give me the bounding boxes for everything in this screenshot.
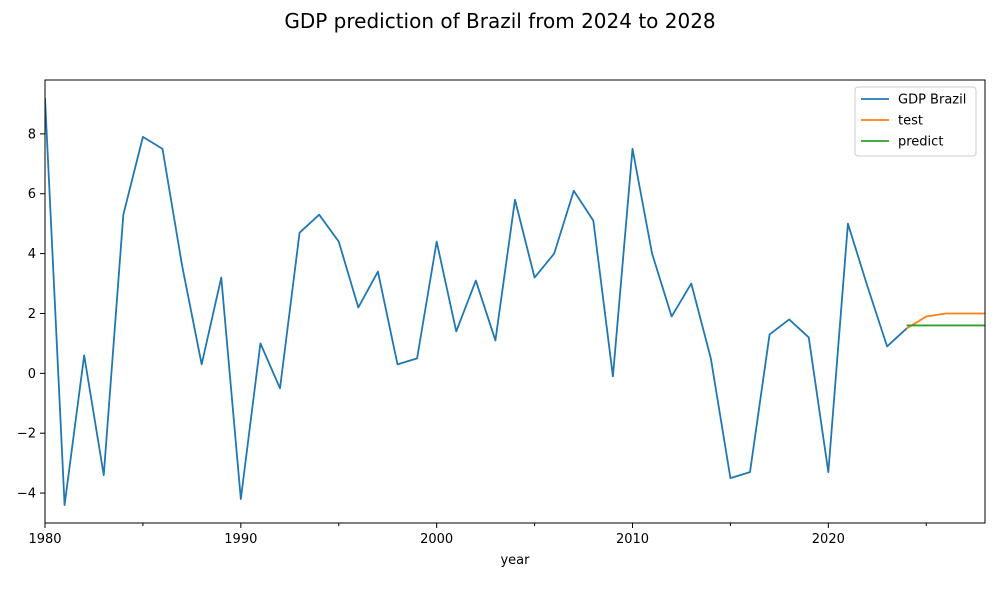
x-tick-label: 1990 [224, 532, 257, 547]
legend-label: GDP Brazil [898, 93, 966, 108]
x-axis-ticks: 1980 1990 2000 2010 2020 [28, 523, 927, 547]
x-tick-label: 2000 [420, 532, 453, 547]
legend-box [854, 86, 977, 157]
y-tick-label: −4 [17, 487, 36, 502]
legend: GDP Brazil test predict [854, 86, 977, 157]
series-line-gdp-brazil [45, 97, 908, 506]
y-axis-ticks: −4 −2 0 2 4 6 8 [17, 127, 45, 502]
x-tick-label: 1980 [28, 532, 61, 547]
legend-label: predict [898, 135, 943, 150]
y-tick-label: 2 [28, 307, 36, 322]
y-tick-label: −2 [17, 427, 36, 442]
series-line-test [906, 312, 985, 330]
series-layer [45, 97, 985, 506]
x-axis-label: year [500, 553, 530, 568]
y-tick-label: 4 [28, 247, 36, 262]
y-tick-label: 8 [28, 127, 36, 142]
x-tick-label: 2020 [812, 532, 845, 547]
chart-title: GDP prediction of Brazil from 2024 to 20… [284, 9, 715, 33]
legend-label: test [898, 114, 923, 129]
x-tick-label: 2010 [616, 532, 649, 547]
y-tick-label: 0 [28, 367, 36, 382]
plot-frame [44, 79, 986, 524]
y-tick-label: 6 [28, 187, 36, 202]
